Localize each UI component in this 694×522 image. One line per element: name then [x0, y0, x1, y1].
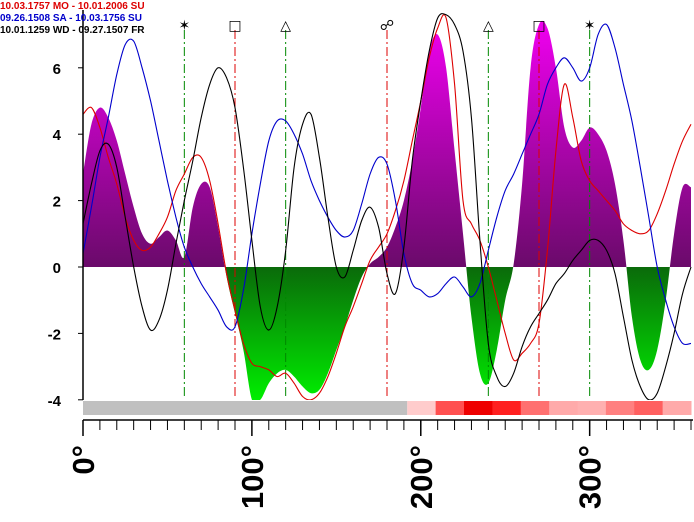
- aspect-symbol-opposition: ☍: [380, 18, 394, 34]
- series-line-2: [83, 13, 692, 400]
- legend-entry-red: 10.03.1757 MO - 10.01.2006 SU: [0, 1, 145, 12]
- aspect-symbol-sextile: ✶: [178, 18, 190, 34]
- x-tick-label: 200°: [404, 445, 439, 509]
- aspect-markers: ✶ □ △ ☍ △ □ ✶: [178, 18, 596, 398]
- band-segment: [605, 401, 635, 415]
- band-segment: [435, 401, 465, 415]
- band-segment: [549, 401, 579, 415]
- y-tick-label: 0: [53, 260, 61, 277]
- line-series: [83, 13, 692, 400]
- aspect-symbol-sextile: ✶: [584, 18, 596, 34]
- aspect-symbol-square: □: [532, 18, 545, 34]
- y-tick-label: -2: [48, 326, 61, 343]
- aspect-symbol-trine: △: [280, 18, 291, 34]
- band-segment: [492, 401, 522, 415]
- bottom-color-band: [83, 401, 692, 415]
- band-left: [83, 401, 408, 415]
- y-tick-label: 2: [53, 194, 61, 211]
- axes: -4 -2 0 2 4 6 0° 100° 200° 300°: [48, 10, 693, 509]
- legend-entry-blue: 09.26.1508 SA - 10.03.1756 SU: [0, 13, 142, 24]
- x-tick-label: 100°: [235, 445, 270, 509]
- band-segment: [464, 401, 493, 415]
- series-line-1: [83, 23, 692, 346]
- aspect-symbol-trine: △: [483, 18, 494, 34]
- y-tick-label: 6: [53, 61, 61, 78]
- band-segment: [520, 401, 550, 415]
- legend-entry-black: 10.01.1259 WD - 09.27.1507 FR: [0, 25, 145, 36]
- y-tick-label: 4: [53, 127, 62, 144]
- aspect-symbol-square: □: [228, 18, 241, 34]
- band-segment: [577, 401, 607, 415]
- area-negative: [83, 267, 691, 400]
- y-tick-label: -4: [48, 393, 62, 410]
- x-tick-label: 300°: [573, 445, 608, 509]
- band-segment: [634, 401, 664, 415]
- x-tick-label: 0°: [66, 445, 101, 475]
- legend: 10.03.1757 MO - 10.01.2006 SU 09.26.1508…: [0, 1, 145, 37]
- series-line-0: [83, 14, 692, 400]
- band-segment: [407, 401, 437, 415]
- band-segment: [662, 401, 692, 415]
